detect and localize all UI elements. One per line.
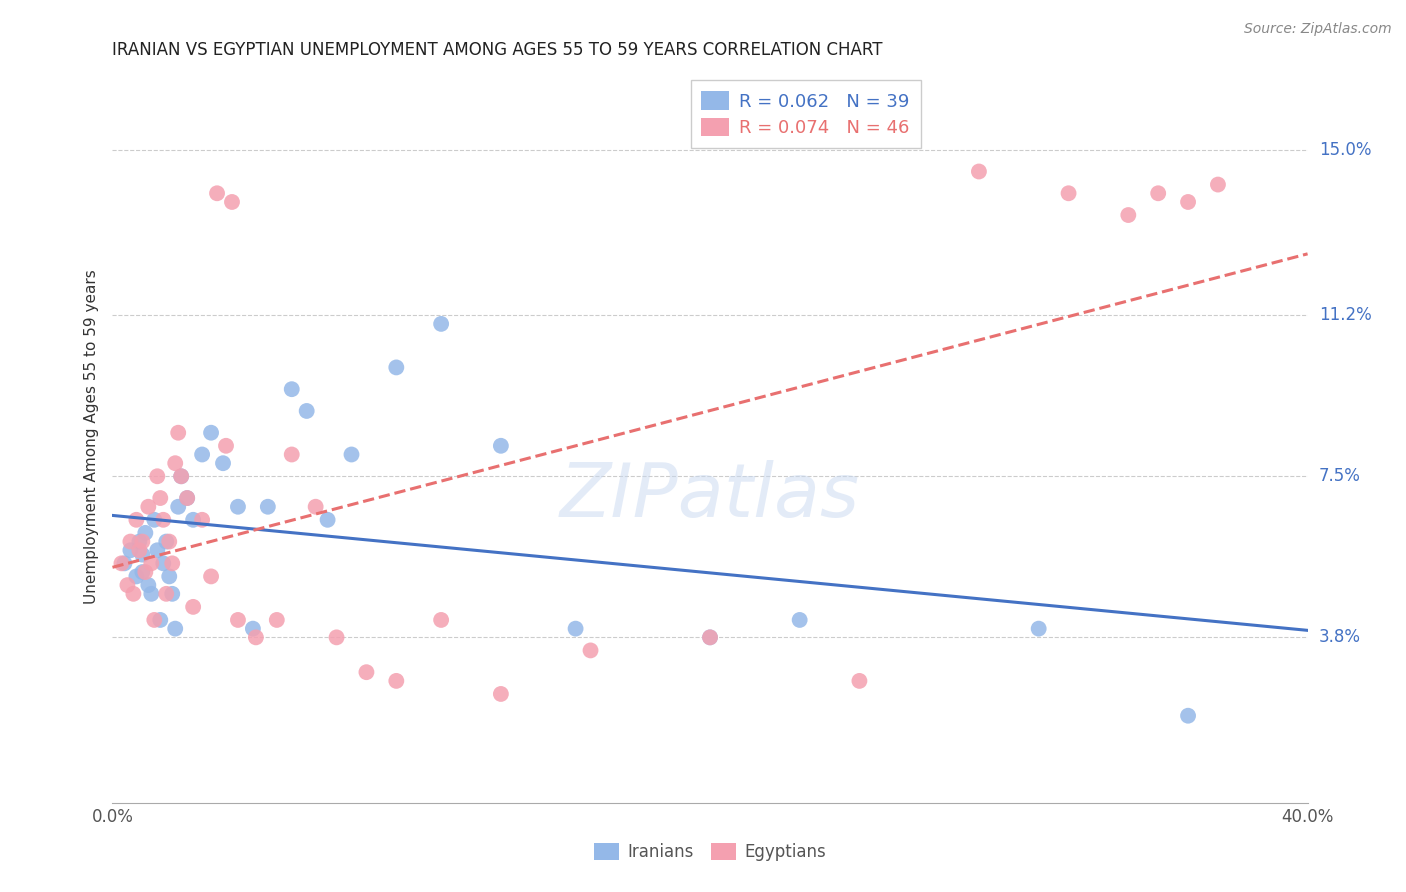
Point [489,439,512,453]
Point [191,448,214,462]
Point [157,534,180,549]
Point [305,500,328,514]
Point [579,643,602,657]
Point [221,194,243,209]
Point [967,164,990,178]
Point [131,548,153,562]
Point [165,456,187,470]
Point [146,469,169,483]
Point [125,569,148,583]
Point [699,631,721,645]
Point [191,513,214,527]
Point [848,673,870,688]
Text: 7.5%: 7.5% [1319,467,1361,485]
Point [200,569,222,583]
Text: 11.2%: 11.2% [1319,306,1371,324]
Point [170,469,193,483]
Point [281,382,304,396]
Point [138,500,160,514]
Point [141,557,163,571]
Point [167,500,190,514]
Text: 15.0%: 15.0% [1319,141,1371,159]
Point [316,513,339,527]
Point [120,543,142,558]
Text: ZIPatlas: ZIPatlas [560,459,860,532]
Point [295,404,318,418]
Point [257,500,280,514]
Point [205,186,228,201]
Point [212,456,235,470]
Point [281,448,304,462]
Point [564,622,586,636]
Point [226,500,249,514]
Point [226,613,249,627]
Point [385,360,408,375]
Point [181,513,204,527]
Point [356,665,378,680]
Point [245,631,267,645]
Point [181,599,204,614]
Legend: Iranians, Egyptians: Iranians, Egyptians [588,836,832,868]
Text: IRANIAN VS EGYPTIAN UNEMPLOYMENT AMONG AGES 55 TO 59 YEARS CORRELATION CHART: IRANIAN VS EGYPTIAN UNEMPLOYMENT AMONG A… [112,41,883,59]
Point [146,543,169,558]
Point [430,317,453,331]
Point [430,613,453,627]
Point [131,534,153,549]
Point [128,543,150,558]
Point [141,587,163,601]
Point [1177,194,1199,209]
Point [143,613,166,627]
Point [170,469,193,483]
Point [215,439,238,453]
Point [789,613,811,627]
Point [138,578,160,592]
Point [699,631,721,645]
Text: 3.8%: 3.8% [1319,628,1361,647]
Point [1057,186,1080,201]
Point [155,534,177,549]
Point [1147,186,1170,201]
Point [385,673,408,688]
Point [152,513,174,527]
Point [155,587,177,601]
Point [1177,708,1199,723]
Point [1028,622,1050,636]
Point [122,587,145,601]
Point [120,534,142,549]
Point [1206,178,1229,192]
Point [128,534,150,549]
Point [162,557,183,571]
Point [1118,208,1140,222]
Point [340,448,363,462]
Point [165,622,187,636]
Point [149,613,172,627]
Point [149,491,172,505]
Point [176,491,198,505]
Y-axis label: Unemployment Among Ages 55 to 59 years: Unemployment Among Ages 55 to 59 years [83,269,98,605]
Point [131,565,153,579]
Point [176,491,198,505]
Point [325,631,347,645]
Point [489,687,512,701]
Point [266,613,288,627]
Point [134,565,156,579]
Point [152,557,174,571]
Point [162,587,183,601]
Point [167,425,190,440]
Point [200,425,222,440]
Point [157,569,180,583]
Point [134,525,156,540]
Point [143,513,166,527]
Point [110,557,132,571]
Point [114,557,135,571]
Text: Source: ZipAtlas.com: Source: ZipAtlas.com [1244,22,1392,37]
Point [242,622,264,636]
Point [125,513,148,527]
Point [117,578,139,592]
